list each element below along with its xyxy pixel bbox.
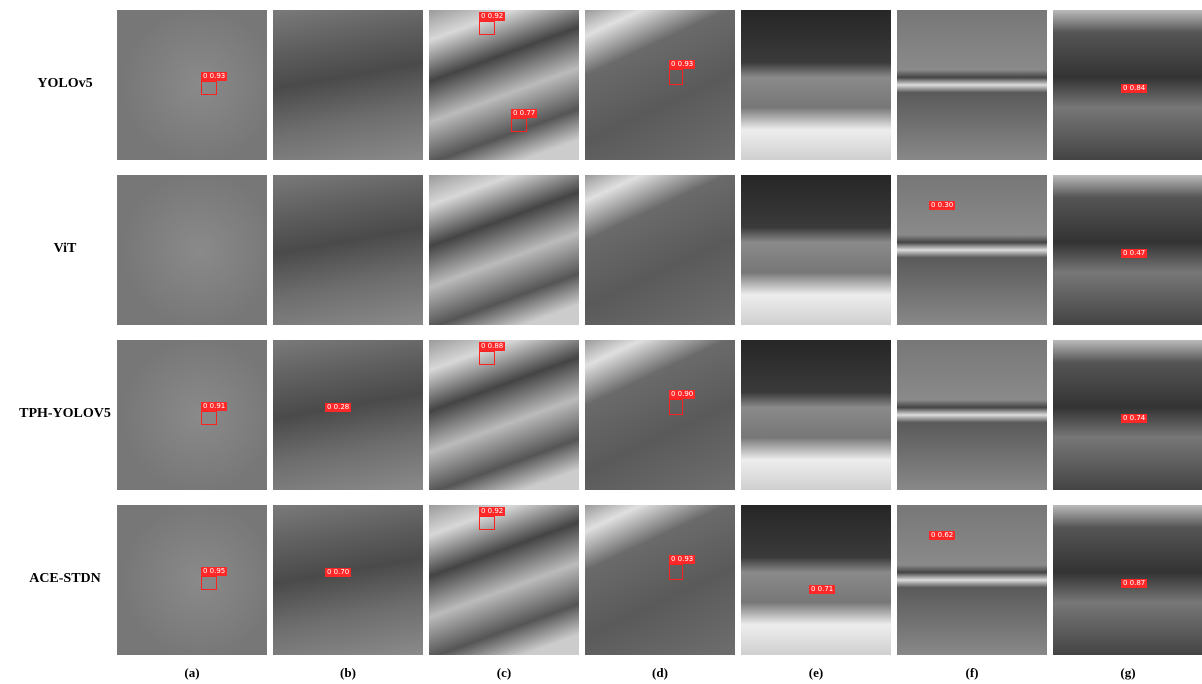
image: 0 0.91 (117, 340, 267, 490)
image: 0 0.88 (429, 340, 579, 490)
image: 0 0.74 (1053, 340, 1202, 490)
image (585, 175, 735, 325)
bounding-box (669, 564, 683, 580)
bounding-box (201, 411, 217, 425)
detection-label: 0 0.77 (511, 109, 537, 118)
bounding-box (669, 399, 683, 415)
column-label: (d) (585, 665, 735, 681)
column-label: (f) (897, 665, 1047, 681)
row-label: TPH-YOLOV5 (0, 406, 130, 422)
detection-label: 0 0.93 (669, 555, 695, 564)
bounding-box (479, 351, 495, 365)
detection-label: 0 0.92 (479, 12, 505, 21)
detection-label: 0 0.90 (669, 390, 695, 399)
detection-label: 0 0.70 (325, 568, 351, 577)
column-label: (c) (429, 665, 579, 681)
bounding-box (479, 21, 495, 35)
image (741, 340, 891, 490)
figure: YOLOv5 0 0.93 0 0.92 0 0.77 0 0.93 0 0.84 ViT 0… (0, 0, 1202, 684)
image: 0 0.62 (897, 505, 1047, 655)
bounding-box (201, 576, 217, 590)
image: 0 0.93 (585, 505, 735, 655)
row-label: YOLOv5 (0, 76, 130, 92)
image (897, 340, 1047, 490)
detection-label: 0 0.47 (1121, 249, 1147, 258)
detection-label: 0 0.71 (809, 585, 835, 594)
image: 0 0.84 (1053, 10, 1202, 160)
image (897, 10, 1047, 160)
detection-label: 0 0.74 (1121, 414, 1147, 423)
image (117, 175, 267, 325)
image: 0 0.30 (897, 175, 1047, 325)
bounding-box (201, 81, 217, 95)
detection-label: 0 0.95 (201, 567, 227, 576)
detection-label: 0 0.84 (1121, 84, 1147, 93)
detection-label: 0 0.88 (479, 342, 505, 351)
image: 0 0.28 (273, 340, 423, 490)
image (741, 175, 891, 325)
image: 0 0.93 (585, 10, 735, 160)
row-label: ACE-STDN (0, 571, 130, 587)
image: 0 0.92 0 0.77 (429, 10, 579, 160)
row-label: ViT (0, 241, 130, 257)
image: 0 0.92 (429, 505, 579, 655)
detection-label: 0 0.93 (201, 72, 227, 81)
image: 0 0.87 (1053, 505, 1202, 655)
detection-label: 0 0.62 (929, 531, 955, 540)
column-label: (b) (273, 665, 423, 681)
image: 0 0.47 (1053, 175, 1202, 325)
detection-label: 0 0.92 (479, 507, 505, 516)
image: 0 0.95 (117, 505, 267, 655)
bounding-box (511, 118, 527, 132)
image (429, 175, 579, 325)
detection-label: 0 0.91 (201, 402, 227, 411)
bounding-box (479, 516, 495, 530)
image: 0 0.93 (117, 10, 267, 160)
image (741, 10, 891, 160)
image (273, 175, 423, 325)
detection-label: 0 0.93 (669, 60, 695, 69)
column-label: (e) (741, 665, 891, 681)
image: 0 0.70 (273, 505, 423, 655)
image: 0 0.90 (585, 340, 735, 490)
detection-label: 0 0.30 (929, 201, 955, 210)
column-label: (g) (1053, 665, 1202, 681)
column-label: (a) (117, 665, 267, 681)
image (273, 10, 423, 160)
detection-label: 0 0.28 (325, 403, 351, 412)
detection-label: 0 0.87 (1121, 579, 1147, 588)
image: 0 0.71 (741, 505, 891, 655)
bounding-box (669, 69, 683, 85)
